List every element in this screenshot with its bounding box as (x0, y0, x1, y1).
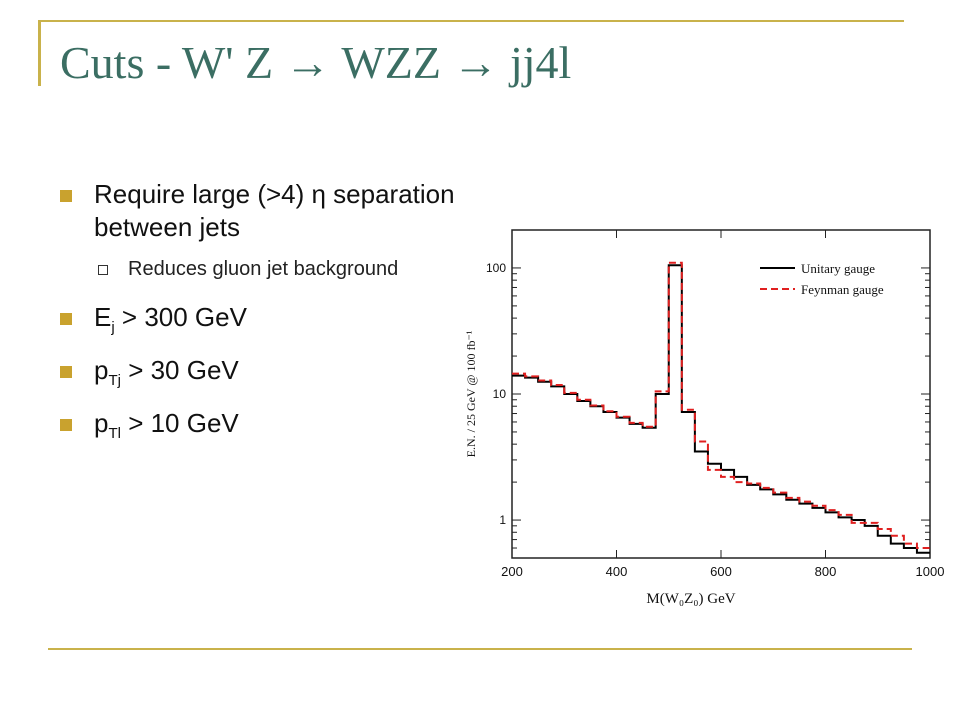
bullet-square-icon (60, 419, 72, 431)
bullet-subscript: j (111, 319, 115, 336)
bottom-rule (48, 648, 912, 650)
bullet-ptj: pTj > 30 GeV (60, 354, 460, 397)
y-axis-label: E.N. / 25 GeV @ 100 fb⁻¹ (464, 330, 478, 457)
sub-bullet-text: Reduces gluon jet background (128, 258, 399, 280)
bullet-main: p (94, 408, 109, 438)
y-tick-label: 100 (486, 261, 506, 275)
bullet-subscript: Tl (108, 425, 121, 442)
legend-label: Feynman gauge (801, 282, 884, 297)
series-unitary-gauge (512, 264, 930, 554)
mass-spectrum-chart: 200 400 600 800 1000 1 10 100 Unitary gauge Feynm… (464, 229, 945, 607)
x-tick-label: 200 (501, 564, 523, 579)
bullet-rest: > 300 GeV (114, 302, 247, 332)
y-tick-label: 10 (493, 387, 507, 401)
bullet-eta-separation: Require large (>4) η separation between … (60, 178, 460, 244)
slide-title: Cuts - W' Z → WZZ → jj4l (60, 37, 572, 88)
bullet-square-icon (60, 366, 72, 378)
x-tick-label: 600 (710, 564, 732, 579)
x-tick-label: 1000 (916, 564, 945, 579)
bullet-rest: > 30 GeV (120, 355, 239, 385)
bullet-main: E (94, 302, 112, 332)
bullet-list: Require large (>4) η separation between … (60, 178, 460, 460)
x-axis-label: M(W₀Z₀) GeV (646, 591, 735, 607)
x-tick-label: 800 (815, 564, 837, 579)
bullet-ej: Ej > 300 GeV (60, 301, 460, 344)
y-tick-label: 1 (499, 513, 506, 527)
bullet-square-icon (60, 190, 72, 202)
bullet-main: p (94, 355, 109, 385)
hollow-square-icon (98, 265, 108, 275)
sub-bullet-gluon: Reduces gluon jet background (60, 254, 428, 285)
bullet-ptl: pTl > 10 GeV (60, 407, 460, 450)
plot-frame (511, 229, 931, 559)
bullet-square-icon (60, 313, 72, 325)
bullet-rest: > 10 GeV (120, 408, 239, 438)
x-tick-label: 400 (606, 564, 628, 579)
title-accent-rule (38, 20, 41, 86)
bullet-subscript: Tj (108, 372, 121, 389)
top-rule (38, 20, 904, 22)
legend-label: Unitary gauge (801, 261, 875, 276)
bullet-text: Require large (>4) η separation between … (94, 179, 455, 242)
series-feynman-gauge (512, 261, 930, 550)
